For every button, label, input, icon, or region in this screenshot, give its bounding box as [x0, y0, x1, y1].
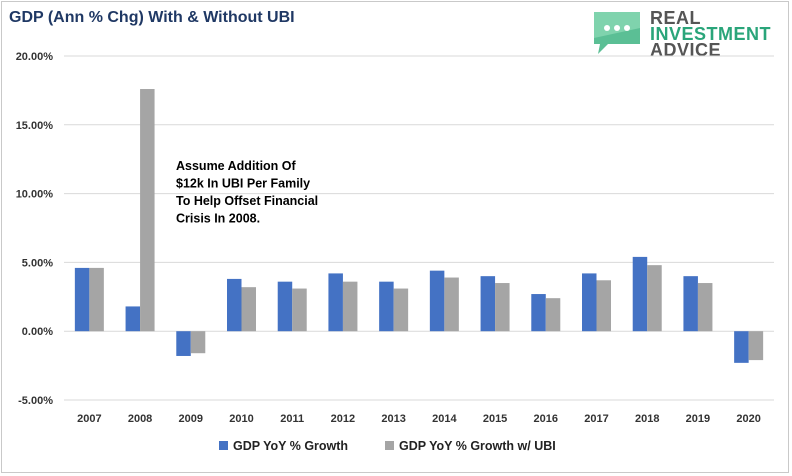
legend-label: GDP YoY % Growth	[233, 439, 348, 453]
bar-gdp-growth-ubi	[140, 89, 155, 332]
bar-gdp-growth	[176, 331, 191, 356]
bar-gdp-growth-ubi	[342, 281, 358, 332]
x-tick-label: 2019	[686, 413, 710, 425]
annotation-line: $12k In UBI Per Family	[176, 177, 310, 191]
bar-gdp-growth-ubi	[545, 298, 561, 332]
annotation-line: Assume Addition Of	[176, 159, 297, 173]
x-tick-label: 2018	[635, 413, 659, 425]
y-tick-label: 20.00%	[16, 51, 54, 63]
bar-gdp-growth-ubi	[748, 331, 764, 361]
bar-gdp-growth-ubi	[393, 288, 409, 332]
x-tick-label: 2014	[432, 413, 457, 425]
y-tick-label: 0.00%	[22, 326, 53, 338]
annotation-line: To Help Offset Financial	[176, 194, 318, 208]
bar-gdp-growth	[582, 273, 597, 332]
bar-gdp-growth	[125, 306, 141, 332]
bar-gdp-growth-ubi	[647, 265, 662, 332]
bars	[74, 89, 764, 363]
bar-gdp-growth	[632, 256, 648, 332]
brand-logo: REAL INVESTMENT ADVICE	[588, 8, 788, 60]
bar-gdp-growth-ubi	[292, 288, 307, 332]
x-tick-label: 2016	[534, 413, 558, 425]
bar-gdp-growth-ubi	[697, 283, 713, 332]
bar-gdp-growth-ubi	[596, 280, 611, 332]
logo-word-real: REAL	[650, 8, 701, 28]
bar-gdp-growth	[734, 331, 749, 363]
bar-gdp-growth	[74, 267, 90, 332]
bar-gdp-growth	[429, 270, 445, 332]
x-axis-ticks: 2007 2008 2009 2010 2011 2012 2013 2014 2015 2016…	[77, 413, 761, 425]
chat-bubble-icon	[594, 12, 640, 54]
annotation-line: Crisis In 2008.	[176, 212, 260, 226]
x-tick-label: 2017	[584, 413, 608, 425]
bar-gdp-growth	[277, 281, 293, 332]
x-tick-label: 2011	[280, 413, 304, 425]
y-tick-label: 5.00%	[22, 257, 53, 269]
bar-gdp-growth-ubi	[495, 283, 510, 332]
y-axis-ticks: -5.00% 0.00% 5.00% 10.00% 15.00% 20.00%	[16, 51, 54, 407]
bar-gdp-growth-ubi	[89, 267, 104, 332]
grid-lines	[64, 55, 774, 401]
bar-gdp-growth	[531, 294, 546, 332]
y-tick-label: 15.00%	[16, 120, 54, 132]
bar-gdp-growth	[480, 276, 496, 332]
legend-swatch	[385, 441, 394, 450]
y-tick-label: -5.00%	[18, 395, 53, 407]
bar-gdp-growth-ubi	[190, 331, 206, 354]
bar-gdp-growth	[227, 278, 242, 332]
bar-gdp-growth	[683, 276, 698, 332]
chart-title: GDP (Ann % Chg) With & Without UBI	[9, 9, 295, 26]
x-tick-label: 2008	[128, 413, 152, 425]
x-tick-label: 2013	[381, 413, 405, 425]
bar-gdp-growth	[328, 273, 343, 332]
x-tick-label: 2009	[179, 413, 203, 425]
x-tick-label: 2010	[229, 413, 253, 425]
legend-label: GDP YoY % Growth w/ UBI	[399, 439, 556, 453]
x-tick-label: 2015	[483, 413, 507, 425]
x-tick-label: 2007	[77, 413, 101, 425]
bar-gdp-growth-ubi	[241, 287, 256, 332]
x-tick-label: 2012	[331, 413, 355, 425]
bar-gdp-growth-ubi	[444, 277, 459, 332]
x-tick-label: 2020	[736, 413, 760, 425]
y-tick-label: 10.00%	[16, 189, 54, 201]
logo-word-investment: INVESTMENT	[650, 24, 772, 44]
logo-word-advice: ADVICE	[650, 40, 722, 60]
bar-gdp-growth	[379, 281, 394, 332]
legend-swatch	[219, 441, 228, 450]
legend: GDP YoY % Growth GDP YoY % Growth w/ UBI	[219, 439, 556, 453]
annotation: Assume Addition Of $12k In UBI Per Family…	[176, 159, 318, 226]
